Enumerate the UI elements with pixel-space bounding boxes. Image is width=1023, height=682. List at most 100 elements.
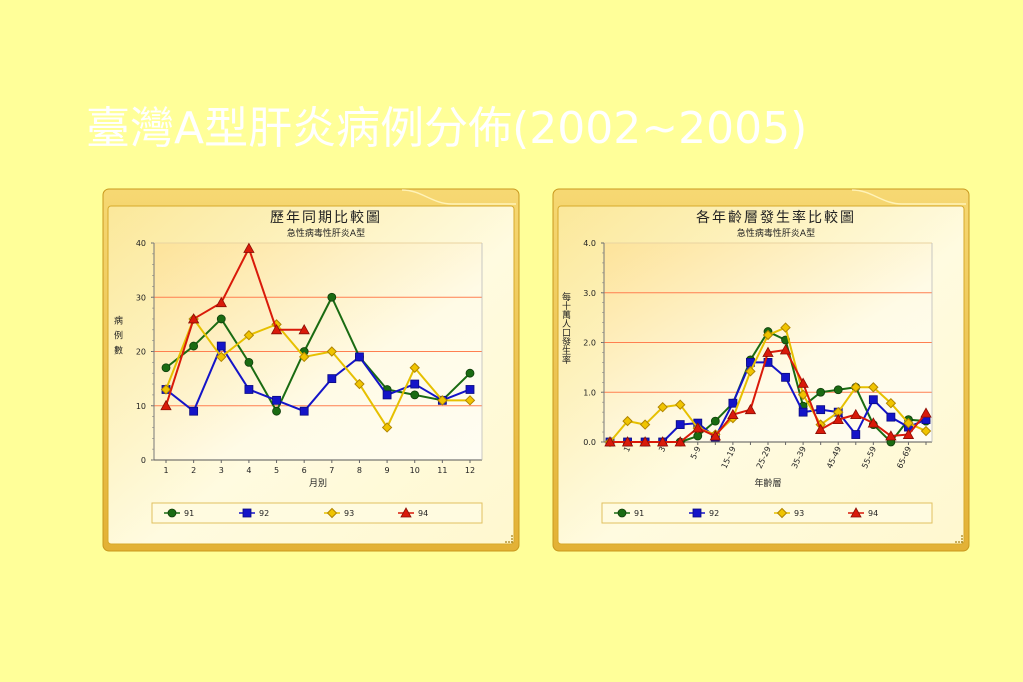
y-tick-label: 0 [141, 456, 146, 465]
y-tick-label: 0.0 [583, 438, 596, 447]
legend-label-94: 94 [868, 509, 878, 518]
y-tick-label: 2.0 [583, 339, 596, 348]
data-point-94 [270, 323, 283, 335]
data-point-93 [354, 378, 365, 390]
data-point-92 [299, 406, 309, 416]
legend-marker-92 [692, 508, 702, 518]
x-axis-label: 年齡層 [754, 477, 781, 489]
y-axis-label: 病例數 [112, 314, 123, 360]
data-point-94 [779, 344, 792, 355]
data-point-93 [639, 419, 651, 430]
data-point-92 [244, 385, 254, 394]
data-point-94 [604, 436, 616, 447]
resize-grip-dot [511, 541, 513, 543]
data-point-92 [728, 398, 738, 408]
legend-label-94: 94 [418, 509, 428, 518]
data-point-92 [327, 374, 337, 384]
x-tick-label: 1 [622, 445, 632, 453]
legend-marker-94 [400, 507, 412, 518]
legend-marker-91 [617, 508, 627, 518]
legend-label-93: 93 [794, 509, 804, 518]
data-point-93 [920, 425, 932, 437]
legend-label-92: 92 [709, 509, 719, 518]
y-tick-label: 1.0 [583, 388, 596, 397]
data-point-92 [189, 406, 199, 416]
data-point-94 [762, 346, 774, 357]
data-point-94 [902, 428, 915, 439]
data-point-91 [161, 363, 171, 373]
data-point-93 [326, 346, 338, 357]
slide-title: 臺灣A型肝炎病例分佈(2002~2005) [86, 103, 808, 154]
legend-marker-92 [242, 508, 252, 518]
x-tick-label: 10 [410, 466, 420, 475]
panel-tab-curve [401, 189, 516, 205]
legend-label-93: 93 [344, 509, 354, 518]
data-point-93 [780, 322, 791, 333]
data-point-94 [744, 403, 757, 415]
data-point-91 [710, 416, 720, 426]
x-tick-label: 1 [163, 466, 168, 475]
y-tick-label: 30 [136, 293, 146, 302]
data-point-92 [216, 341, 226, 351]
resize-grip-dot [511, 538, 513, 540]
x-tick-label: 2 [191, 466, 196, 475]
legend-label-91: 91 [634, 509, 644, 518]
resize-grip-dot [961, 535, 963, 537]
data-point-91 [833, 385, 843, 395]
y-tick-label: 4.0 [583, 239, 596, 248]
data-point-94 [709, 430, 722, 441]
x-tick-label: 11 [437, 466, 447, 475]
data-point-93 [903, 417, 914, 429]
y-tick-label: 20 [136, 348, 146, 357]
data-point-93 [675, 399, 686, 410]
legend-marker-93 [776, 507, 788, 519]
data-point-93 [745, 366, 756, 377]
x-tick-label: 12 [465, 466, 475, 475]
data-point-94 [920, 407, 932, 418]
data-point-92 [272, 395, 281, 405]
data-point-92 [816, 405, 826, 415]
y-tick-label: 40 [136, 239, 146, 248]
data-point-94 [867, 417, 880, 428]
data-point-94 [215, 296, 227, 308]
data-point-93 [850, 382, 861, 393]
data-point-92 [382, 390, 392, 400]
y-tick-label: 3.0 [583, 289, 596, 298]
resize-grip-dot [511, 535, 513, 537]
y-tick-label: 10 [136, 402, 146, 411]
data-point-94 [727, 408, 739, 420]
series-94 [604, 344, 932, 447]
data-point-91 [189, 341, 199, 351]
x-tick-label: 9 [385, 466, 390, 475]
data-point-94 [160, 399, 172, 411]
data-point-94 [187, 313, 200, 324]
data-point-92 [868, 395, 878, 405]
data-point-92 [781, 372, 790, 382]
data-point-94 [298, 323, 310, 335]
data-point-94 [885, 430, 897, 441]
resize-grip-dot [961, 541, 963, 543]
series-94 [160, 242, 310, 411]
data-point-91 [244, 357, 254, 367]
panel-tab-curve [851, 189, 966, 205]
x-tick-label: 7 [329, 466, 334, 475]
chart-subtitle: 急性病毒性肝炎A型 [287, 227, 365, 239]
data-point-93 [657, 401, 668, 413]
x-tick-label: 3 [219, 466, 224, 475]
x-tick-label: 6 [302, 466, 307, 475]
data-point-94 [850, 408, 862, 420]
y-axis-label: 每十萬人口發生率 [560, 291, 571, 365]
data-point-94 [832, 413, 844, 425]
data-point-94 [674, 436, 686, 447]
legend-box [601, 502, 933, 524]
data-point-94 [656, 436, 669, 447]
data-point-94 [639, 436, 651, 447]
data-point-93 [409, 362, 420, 373]
data-point-92 [798, 407, 808, 417]
data-point-94 [243, 242, 255, 253]
legend-label-92: 92 [259, 509, 269, 518]
data-point-93 [381, 422, 393, 433]
data-point-93 [160, 384, 172, 395]
data-point-93 [762, 329, 774, 341]
chart-title: 各年齡層發生率比較圖 [696, 209, 856, 226]
